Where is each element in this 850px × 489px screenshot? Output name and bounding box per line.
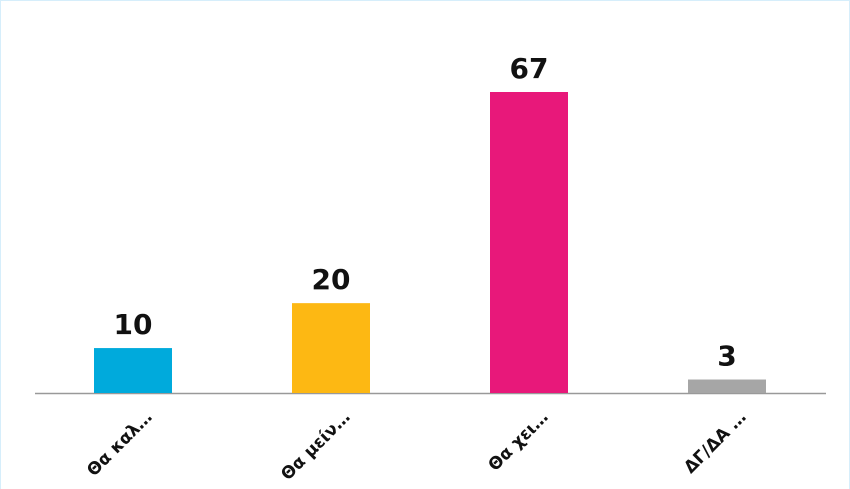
bar: [292, 303, 370, 393]
value-label: 10: [114, 308, 153, 341]
bar: [490, 92, 568, 393]
value-label: 67: [510, 52, 549, 85]
bar: [688, 379, 766, 393]
value-label: 3: [717, 340, 736, 373]
bar: [94, 348, 172, 393]
value-label: 20: [312, 263, 351, 296]
